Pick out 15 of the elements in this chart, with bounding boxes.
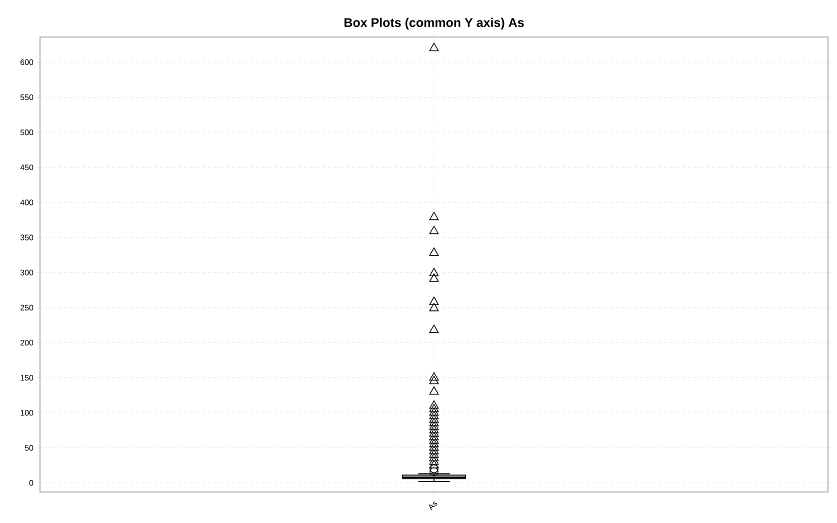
y-tick-label: 300 <box>20 270 34 276</box>
y-tick-label: 0 <box>29 480 34 486</box>
x-tick-label: As <box>429 502 438 510</box>
y-tick-label: 150 <box>20 374 34 381</box>
y-tick-label: 100 <box>20 410 34 416</box>
y-tick-label: 550 <box>20 94 34 100</box>
y-tick-label: 500 <box>20 130 34 136</box>
y-tick-label: 50 <box>24 445 34 451</box>
y-tick-label: 200 <box>20 340 34 346</box>
chart-title: Box Plots (common Y axis) As <box>344 18 524 30</box>
y-tick-label: 250 <box>20 304 34 310</box>
y-tick-label: 350 <box>20 234 34 240</box>
y-tick-label: 400 <box>20 200 34 206</box>
y-tick-label: 600 <box>20 59 34 66</box>
y-tick-label: 450 <box>20 164 34 170</box>
